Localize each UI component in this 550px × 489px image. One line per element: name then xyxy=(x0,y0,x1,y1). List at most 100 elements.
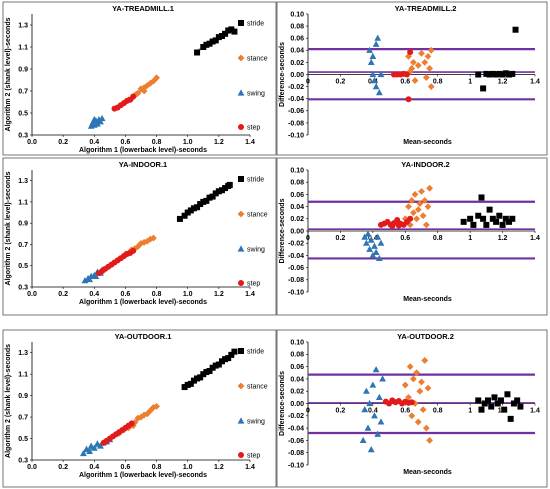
stance-point xyxy=(405,52,412,60)
stance-point xyxy=(422,74,430,81)
chart-panel: YA-TREADMILL.1 0.3 0.5 0.7 0.9 1.1 1.3 0.0 0.2 0.… xyxy=(2,1,277,156)
swing-point xyxy=(90,116,98,123)
stride-point xyxy=(222,30,229,37)
stance-point xyxy=(409,375,417,383)
stride-point xyxy=(190,377,197,384)
y-tick-label: 0.7 xyxy=(18,414,28,421)
stride-point xyxy=(212,362,219,369)
y-tick-label: 0.7 xyxy=(18,88,28,95)
stride-point xyxy=(194,49,201,56)
stance-point xyxy=(421,59,429,66)
swing-point xyxy=(364,424,372,431)
x-tick-label: 1.2 xyxy=(214,464,224,471)
stride-point xyxy=(215,361,222,368)
y-tick-label: -0.10 xyxy=(288,132,304,139)
stride-point xyxy=(481,400,488,407)
y-axis-label: Algorithm 2 (shank level)-seconds xyxy=(5,171,12,285)
legend-stride-label: stride xyxy=(247,21,264,28)
stance-point xyxy=(408,412,416,420)
swing-point xyxy=(371,242,378,249)
y-tick-label: 0.08 xyxy=(290,180,304,187)
swing-point xyxy=(372,366,380,373)
y-tick-label: 0.06 xyxy=(290,364,304,371)
step-point xyxy=(403,71,410,78)
stride-point xyxy=(218,358,225,365)
legend-stance-label: stance xyxy=(247,384,268,391)
stride-point xyxy=(206,367,213,374)
x-tick-label: 0.0 xyxy=(27,291,37,298)
stride-point xyxy=(499,71,506,78)
stride-point xyxy=(203,41,210,48)
x-tick-label: 1.4 xyxy=(530,79,540,86)
swing-point xyxy=(79,449,87,457)
legend-stride-label: stride xyxy=(247,349,264,356)
stride-point xyxy=(480,85,487,92)
swing-point xyxy=(97,118,104,125)
y-tick-label: 1.3 xyxy=(18,178,28,185)
stance-point xyxy=(426,184,434,192)
x-tick-label: 0 xyxy=(306,79,310,86)
step-point xyxy=(128,420,135,427)
x-axis-label: Mean-seconds xyxy=(403,469,452,476)
stride-point xyxy=(493,218,500,225)
x-axis-label: Mean-seconds xyxy=(403,139,452,146)
stride-point xyxy=(194,204,201,211)
stride-point xyxy=(496,70,503,77)
x-tick-label: 0.2 xyxy=(58,291,68,298)
stride-point xyxy=(212,190,219,197)
swing-point xyxy=(364,230,372,237)
chart-panel: YA-INDOOR.1 0.3 0.5 0.7 0.9 1.1 1.3 0.0 0.2 0.4 0.… xyxy=(2,157,277,316)
stride-point xyxy=(184,381,191,388)
stride-point xyxy=(517,403,524,410)
stance-point xyxy=(418,187,425,195)
stride-point xyxy=(181,212,188,219)
legend-stance-label: stance xyxy=(247,212,268,219)
x-tick-label: 0.2 xyxy=(336,235,346,242)
stance-point xyxy=(416,200,424,207)
y-axis-label: Difference-seconds xyxy=(279,42,286,107)
legend-stance-marker xyxy=(237,54,245,62)
x-tick-label: 0.6 xyxy=(121,139,131,146)
stride-point xyxy=(206,40,213,47)
legend-swing-marker xyxy=(237,245,245,252)
legend-swing-marker xyxy=(237,417,245,424)
y-tick-label: 0.5 xyxy=(18,110,28,117)
chart-panel: YA-TREADMILL.2 0.10 0.08 0.06 0.04 0.02 0.00 -0… xyxy=(276,1,548,156)
stance-point xyxy=(421,357,429,364)
x-tick-label: 1.4 xyxy=(245,291,255,298)
stride-point xyxy=(467,215,474,222)
stride-point xyxy=(460,218,467,225)
stride-point xyxy=(475,212,482,219)
y-tick-label: 0.3 xyxy=(18,284,28,291)
x-tick-label: 1.2 xyxy=(214,291,224,298)
stride-point xyxy=(494,400,501,407)
stance-point xyxy=(416,387,424,395)
swing-point xyxy=(379,375,386,382)
stride-point xyxy=(209,193,216,200)
swing-point xyxy=(94,120,101,127)
y-axis-label: Algorithm 2 (shank level)-seconds xyxy=(5,17,12,131)
y-tick-label: 0.9 xyxy=(18,221,28,228)
y-tick-label: -0.04 xyxy=(288,253,304,260)
panel-border xyxy=(2,1,277,156)
stride-point xyxy=(206,194,213,201)
x-axis-label: Mean-seconds xyxy=(403,296,452,303)
y-tick-label: -0.06 xyxy=(288,108,304,115)
stride-point xyxy=(486,206,493,213)
stance-point xyxy=(411,400,419,407)
stride-point xyxy=(218,187,225,194)
y-tick-label: 0.04 xyxy=(290,48,304,55)
y-tick-label: -0.02 xyxy=(288,84,304,91)
y-tick-label: -0.08 xyxy=(288,120,304,127)
stride-point xyxy=(509,215,516,222)
swing-point xyxy=(86,275,94,283)
stance-point xyxy=(134,414,142,422)
swing-point xyxy=(94,440,101,447)
stance-point xyxy=(424,384,432,392)
stance-point xyxy=(137,239,145,247)
x-tick-label: 1.2 xyxy=(498,79,508,86)
stance-point xyxy=(421,197,429,204)
x-tick-label: 1.0 xyxy=(183,139,193,146)
swing-point xyxy=(366,245,374,252)
x-tick-label: 0.8 xyxy=(433,235,443,242)
